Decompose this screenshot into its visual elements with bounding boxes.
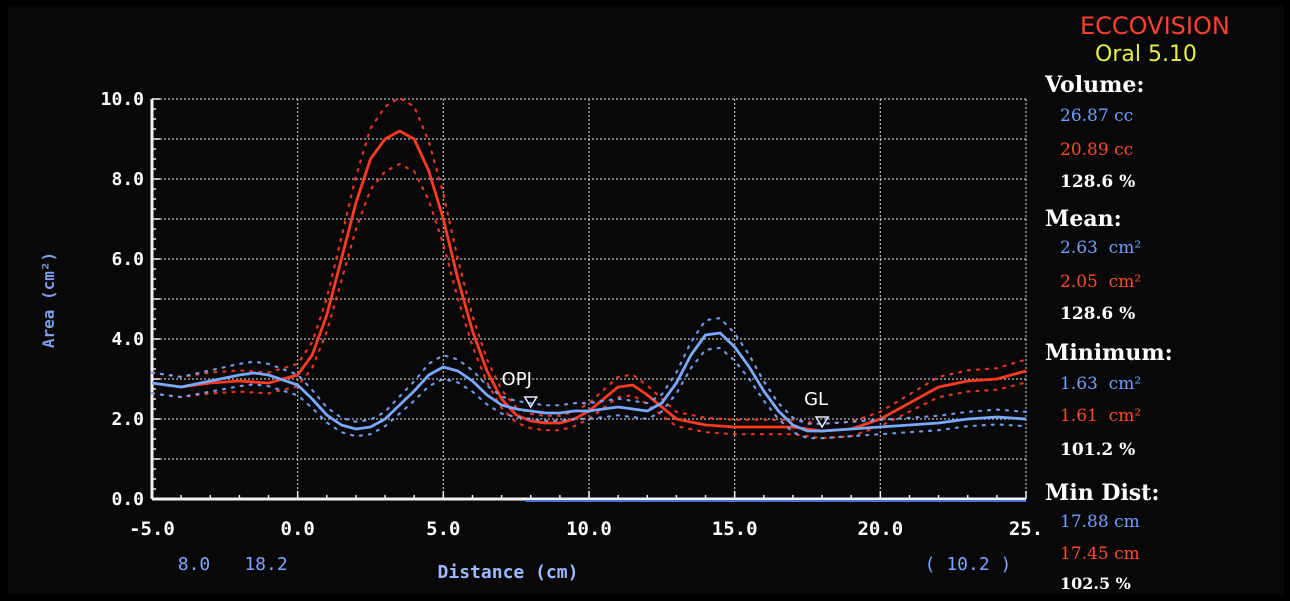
mean-ratio: 128.6 % bbox=[1060, 304, 1136, 324]
plot-labels: 0.0 2.0 4.0 6.0 8.0 10.0 -5.0 0.0 5.0 10.0 15.0 20.… bbox=[39, 89, 1043, 583]
plot-axes bbox=[150, 98, 1027, 502]
blue-series bbox=[151, 331, 1027, 433]
y-tick-label: 4.0 bbox=[111, 329, 144, 350]
volume-blue-value: 26.87 cc bbox=[1060, 106, 1134, 126]
mean-red-value: 2.05 cm² bbox=[1060, 272, 1142, 292]
minimum-red-value: 1.61 cm² bbox=[1060, 406, 1142, 426]
marker-gl-label: GL bbox=[804, 389, 828, 410]
min-dist-ratio: 102.5 % bbox=[1060, 574, 1131, 593]
blue-series-envelope bbox=[150, 346, 1028, 440]
monitor-screen bbox=[8, 6, 1284, 595]
marker-opj-label: OPJ bbox=[502, 369, 532, 390]
minimum-ratio: 101.2 % bbox=[1060, 440, 1136, 460]
area-distance-plot: 0.0 2.0 4.0 6.0 8.0 10.0 -5.0 0.0 5.0 10.0 15.0 20.… bbox=[39, 89, 1043, 583]
x-tick-label: 25. bbox=[1009, 518, 1043, 540]
red-series-envelope bbox=[150, 162, 1028, 440]
minimum-blue-value: 1.63 cm² bbox=[1060, 374, 1142, 394]
volume-red-value: 20.89 cc bbox=[1060, 140, 1134, 160]
plot-curves bbox=[150, 96, 1028, 440]
x-tick-label: 5.0 bbox=[426, 518, 460, 540]
volume-ratio: 128.6 % bbox=[1060, 172, 1136, 192]
bottom-left-value: 8.0 bbox=[178, 554, 211, 575]
min-dist-blue-value: 17.88 cm bbox=[1060, 512, 1140, 532]
plot-grid bbox=[152, 98, 1027, 499]
y-tick-label: 0.0 bbox=[111, 489, 144, 510]
x-tick-label: -5.0 bbox=[129, 518, 175, 540]
min-dist-red-value: 17.45 cm bbox=[1060, 544, 1140, 564]
marker-gl-icon bbox=[814, 416, 830, 429]
x-tick-label: 15.0 bbox=[712, 518, 758, 540]
x-tick-label: 10.0 bbox=[566, 518, 612, 540]
y-axis-title: Area (cm²) bbox=[39, 252, 58, 348]
x-axis-title: Distance (cm) bbox=[438, 562, 579, 583]
app-name: ECCOVISION bbox=[1080, 12, 1230, 40]
marker-opj-icon bbox=[523, 396, 539, 409]
app-version: Oral 5.10 bbox=[1095, 42, 1197, 67]
min-dist-label: Min Dist: bbox=[1045, 480, 1160, 506]
y-tick-label: 2.0 bbox=[111, 409, 144, 430]
y-tick-label: 10.0 bbox=[101, 89, 144, 110]
bottom-right-value: ( 10.2 ) bbox=[925, 554, 1012, 575]
y-tick-label: 6.0 bbox=[111, 249, 144, 270]
x-tick-label: 0.0 bbox=[281, 518, 315, 540]
x-tick-label: 20.0 bbox=[857, 518, 903, 540]
y-tick-label: 8.0 bbox=[111, 169, 144, 190]
minimum-label: Minimum: bbox=[1045, 340, 1173, 366]
mean-label: Mean: bbox=[1045, 206, 1122, 232]
mean-blue-value: 2.63 cm² bbox=[1060, 238, 1142, 258]
volume-label: Volume: bbox=[1045, 72, 1145, 98]
blue-series-envelope bbox=[150, 316, 1028, 425]
bottom-left-value: 18.2 bbox=[244, 554, 287, 575]
